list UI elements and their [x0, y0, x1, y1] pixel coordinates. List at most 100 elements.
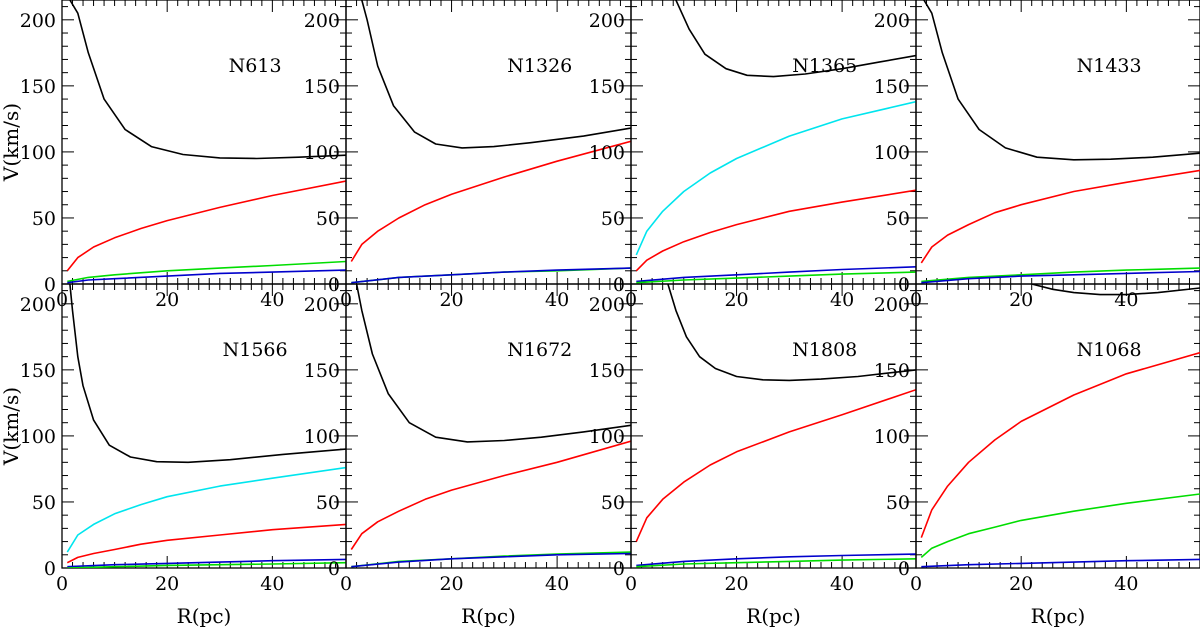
x-axis-title: R(pc)	[461, 604, 516, 628]
galaxy-label: N1672	[507, 339, 572, 361]
series-green-line	[636, 558, 916, 568]
series-blue-line	[351, 552, 631, 568]
series-blue-line	[921, 558, 1200, 568]
y-tick-label: 50	[32, 208, 56, 230]
y-tick-label: 0	[328, 558, 340, 580]
series-green-line	[67, 260, 346, 283]
series-blue-line	[921, 270, 1200, 284]
y-tick-label: 150	[20, 76, 56, 98]
series-red-line	[635, 189, 916, 272]
series-red-line	[66, 523, 346, 564]
series-blue-line	[636, 266, 916, 283]
y-tick-label: 200	[304, 294, 340, 316]
y-tick-label: 100	[874, 426, 910, 448]
y-tick-label: 0	[44, 558, 56, 580]
series-red-line	[635, 388, 916, 542]
y-tick-label: 0	[613, 274, 625, 296]
series-blue-line	[351, 267, 631, 284]
y-tick-label: 150	[874, 76, 910, 98]
x-tick-label: 0	[625, 573, 637, 595]
panel-n1068: N1068 0 50 100 150 200 0 20 40	[874, 283, 1200, 595]
y-tick-label: 50	[32, 492, 56, 514]
y-tick-label: 200	[20, 294, 56, 316]
series-red-line	[920, 169, 1200, 264]
x-tick-label: 40	[830, 573, 854, 595]
y-tick-label: 0	[898, 274, 910, 296]
y-axis-title: V(km/s)	[0, 103, 23, 182]
y-tick-label: 200	[20, 10, 56, 32]
panel-frame	[915, 0, 1200, 285]
y-tick-label: 200	[304, 10, 340, 32]
y-tick-label: 50	[601, 492, 625, 514]
series-red-line	[66, 180, 346, 272]
y-tick-label: 150	[20, 360, 56, 382]
series-black-line	[675, 0, 916, 78]
y-tick-label: 50	[601, 208, 625, 230]
panel-n1326: N1326 0 50 100 150 200 0 20 40	[304, 0, 632, 311]
galaxy-label: N1365	[792, 55, 857, 77]
y-tick-label: 0	[898, 558, 910, 580]
series-cyan-line	[635, 100, 916, 256]
y-tick-label: 0	[44, 274, 56, 296]
curves	[635, 0, 916, 284]
panel-frame	[915, 283, 1200, 569]
y-tick-label: 100	[304, 142, 340, 164]
y-tick-label: 150	[874, 360, 910, 382]
y-tick-label: 150	[304, 76, 340, 98]
series-blue-line	[67, 269, 346, 284]
x-tick-label: 0	[56, 573, 68, 595]
y-tick-label: 100	[589, 142, 625, 164]
y-tick-label: 50	[316, 208, 340, 230]
curves	[920, 0, 1200, 284]
y-tick-label: 150	[589, 76, 625, 98]
y-tick-label: 100	[589, 426, 625, 448]
x-tick-label: 40	[260, 289, 284, 311]
y-axis-title: V(km/s)	[0, 387, 23, 466]
series-green-line	[67, 561, 346, 568]
curves	[350, 0, 631, 284]
series-cyan-line	[66, 466, 346, 553]
panel-n613: N613 0 50 100 150 200 0 20 40	[20, 0, 347, 311]
y-tick-label: 0	[613, 558, 625, 580]
x-axis-title: R(pc)	[177, 604, 232, 628]
x-tick-label: 20	[724, 289, 748, 311]
galaxy-label: N1326	[507, 55, 572, 77]
curves	[66, 284, 346, 568]
y-tick-label: 100	[304, 426, 340, 448]
y-tick-label: 150	[304, 360, 340, 382]
y-tick-label: 100	[20, 426, 56, 448]
x-tick-label: 20	[439, 573, 463, 595]
galaxy-label: N1566	[223, 339, 288, 361]
curves	[635, 284, 916, 568]
y-tick-label: 50	[316, 492, 340, 514]
curves	[350, 284, 631, 568]
y-tick-label: 200	[874, 294, 910, 316]
x-tick-label: 0	[910, 573, 922, 595]
curves	[66, 0, 346, 284]
series-blue-line	[67, 558, 346, 568]
galaxy-label: N613	[229, 55, 282, 77]
y-tick-label: 0	[328, 274, 340, 296]
panel-n1566: N1566 0 50 100 150 200 0 20 40	[20, 283, 347, 595]
series-black-line	[355, 284, 631, 443]
series-black-line	[923, 0, 1200, 161]
x-tick-label: 20	[155, 573, 179, 595]
y-tick-label: 200	[589, 294, 625, 316]
series-red-line	[350, 440, 631, 550]
series-green-line	[636, 271, 916, 284]
series-black-line	[69, 284, 346, 464]
y-tick-label: 50	[886, 208, 910, 230]
x-axis-title: R(pc)	[1031, 604, 1086, 628]
y-tick-label: 200	[874, 10, 910, 32]
y-tick-label: 100	[20, 142, 56, 164]
x-tick-label: 0	[340, 573, 352, 595]
series-black-line	[1031, 284, 1200, 296]
x-tick-label: 40	[1114, 573, 1138, 595]
x-tick-label: 40	[830, 289, 854, 311]
galaxy-label: N1068	[1077, 339, 1142, 361]
series-black-line	[69, 0, 346, 160]
series-black-line	[361, 0, 631, 149]
